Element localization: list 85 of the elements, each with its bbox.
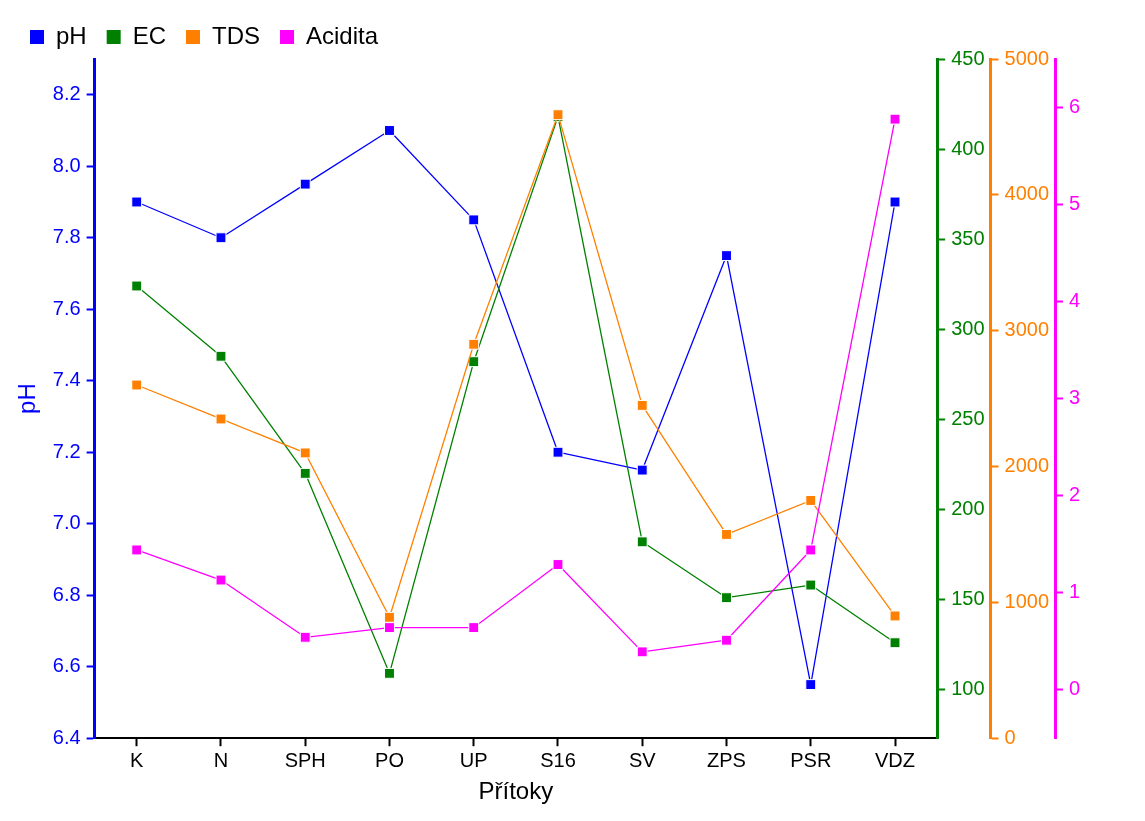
point	[299, 467, 311, 479]
y2-tick-label: 200	[951, 496, 985, 519]
y3-tick-label: 4000	[1004, 182, 1050, 205]
legend-label: pH	[56, 21, 87, 49]
y-tick-label: 5	[1069, 192, 1081, 215]
point	[299, 178, 311, 190]
point	[384, 125, 395, 136]
point	[889, 113, 901, 125]
y-tick-label: 1	[1069, 580, 1081, 603]
point	[468, 214, 480, 226]
point	[721, 528, 732, 540]
point	[889, 196, 901, 208]
point	[636, 646, 648, 658]
y-tick-label: 7.0	[52, 511, 81, 534]
point	[468, 356, 480, 368]
point	[131, 280, 143, 292]
y-tick-label: 6.4	[52, 725, 81, 748]
legend-label: Acidita	[306, 21, 379, 49]
point	[636, 464, 648, 476]
point	[468, 338, 480, 350]
point	[215, 574, 227, 586]
y-axis-title: pH	[13, 383, 41, 414]
y-tick-label: 7.8	[52, 225, 81, 248]
y-tick-label: 6.6	[52, 654, 81, 677]
y-tick-label: 7.2	[52, 439, 81, 462]
point	[636, 399, 648, 411]
point	[131, 544, 143, 556]
point	[805, 544, 817, 556]
y-tick-label: 6	[1069, 95, 1081, 118]
y2-tick-label: 350	[951, 226, 985, 249]
point	[384, 667, 395, 679]
point	[636, 536, 648, 548]
point	[215, 232, 227, 244]
point	[215, 413, 227, 425]
point	[299, 631, 311, 643]
x-tick-label: SPH	[284, 748, 326, 771]
point	[384, 622, 395, 634]
point	[131, 196, 143, 208]
point	[552, 559, 564, 570]
y2-tick-label: 450	[951, 46, 985, 69]
point	[805, 495, 817, 506]
y3-tick-label: 0	[1004, 725, 1016, 748]
x-tick-label: UP	[459, 748, 488, 771]
y-tick-label: 2	[1069, 483, 1081, 506]
y2-tick-label: 300	[951, 316, 985, 339]
y3-tick-label: 1000	[1004, 589, 1050, 612]
y2-tick-label: 100	[951, 677, 985, 700]
point	[552, 446, 564, 458]
y3-tick-label: 2000	[1004, 454, 1050, 477]
y-tick-label: 0	[1069, 677, 1081, 700]
x-tick-label: ZPS	[707, 748, 746, 771]
x-tick-label: PO	[375, 748, 404, 771]
x-tick-label: VDZ	[875, 748, 916, 771]
point	[131, 379, 143, 391]
point	[889, 637, 901, 649]
y3-tick-label: 3000	[1004, 318, 1050, 341]
point	[384, 611, 395, 623]
point	[805, 579, 817, 591]
point	[299, 447, 311, 459]
y-tick-label: 8.0	[52, 153, 81, 176]
y-tick-label: 3	[1069, 386, 1081, 409]
y-tick-label: 7.4	[52, 368, 81, 391]
y-tick-label: 8.2	[52, 82, 81, 105]
x-axis-title: Přítoky	[478, 777, 554, 805]
y-tick-label: 4	[1069, 289, 1081, 312]
point	[721, 634, 732, 646]
point	[721, 250, 732, 262]
point	[721, 592, 732, 604]
y2-tick-label: 400	[951, 136, 985, 159]
y2-tick-label: 150	[951, 586, 985, 609]
point	[468, 622, 480, 634]
point	[215, 350, 227, 362]
x-tick-label: N	[213, 748, 229, 771]
legend-label: EC	[132, 21, 167, 49]
y-tick-label: 6.8	[52, 582, 81, 605]
point	[805, 679, 817, 691]
x-tick-label: S16	[540, 748, 576, 771]
y-tick-label: 7.6	[52, 296, 81, 319]
y3-tick-label: 5000	[1004, 46, 1050, 69]
y2-tick-label: 250	[951, 406, 985, 429]
x-tick-label: K	[130, 748, 145, 771]
point	[889, 610, 901, 622]
legend-label: TDS	[212, 21, 261, 49]
x-tick-label: SV	[628, 748, 657, 771]
x-tick-label: PSR	[790, 748, 832, 771]
